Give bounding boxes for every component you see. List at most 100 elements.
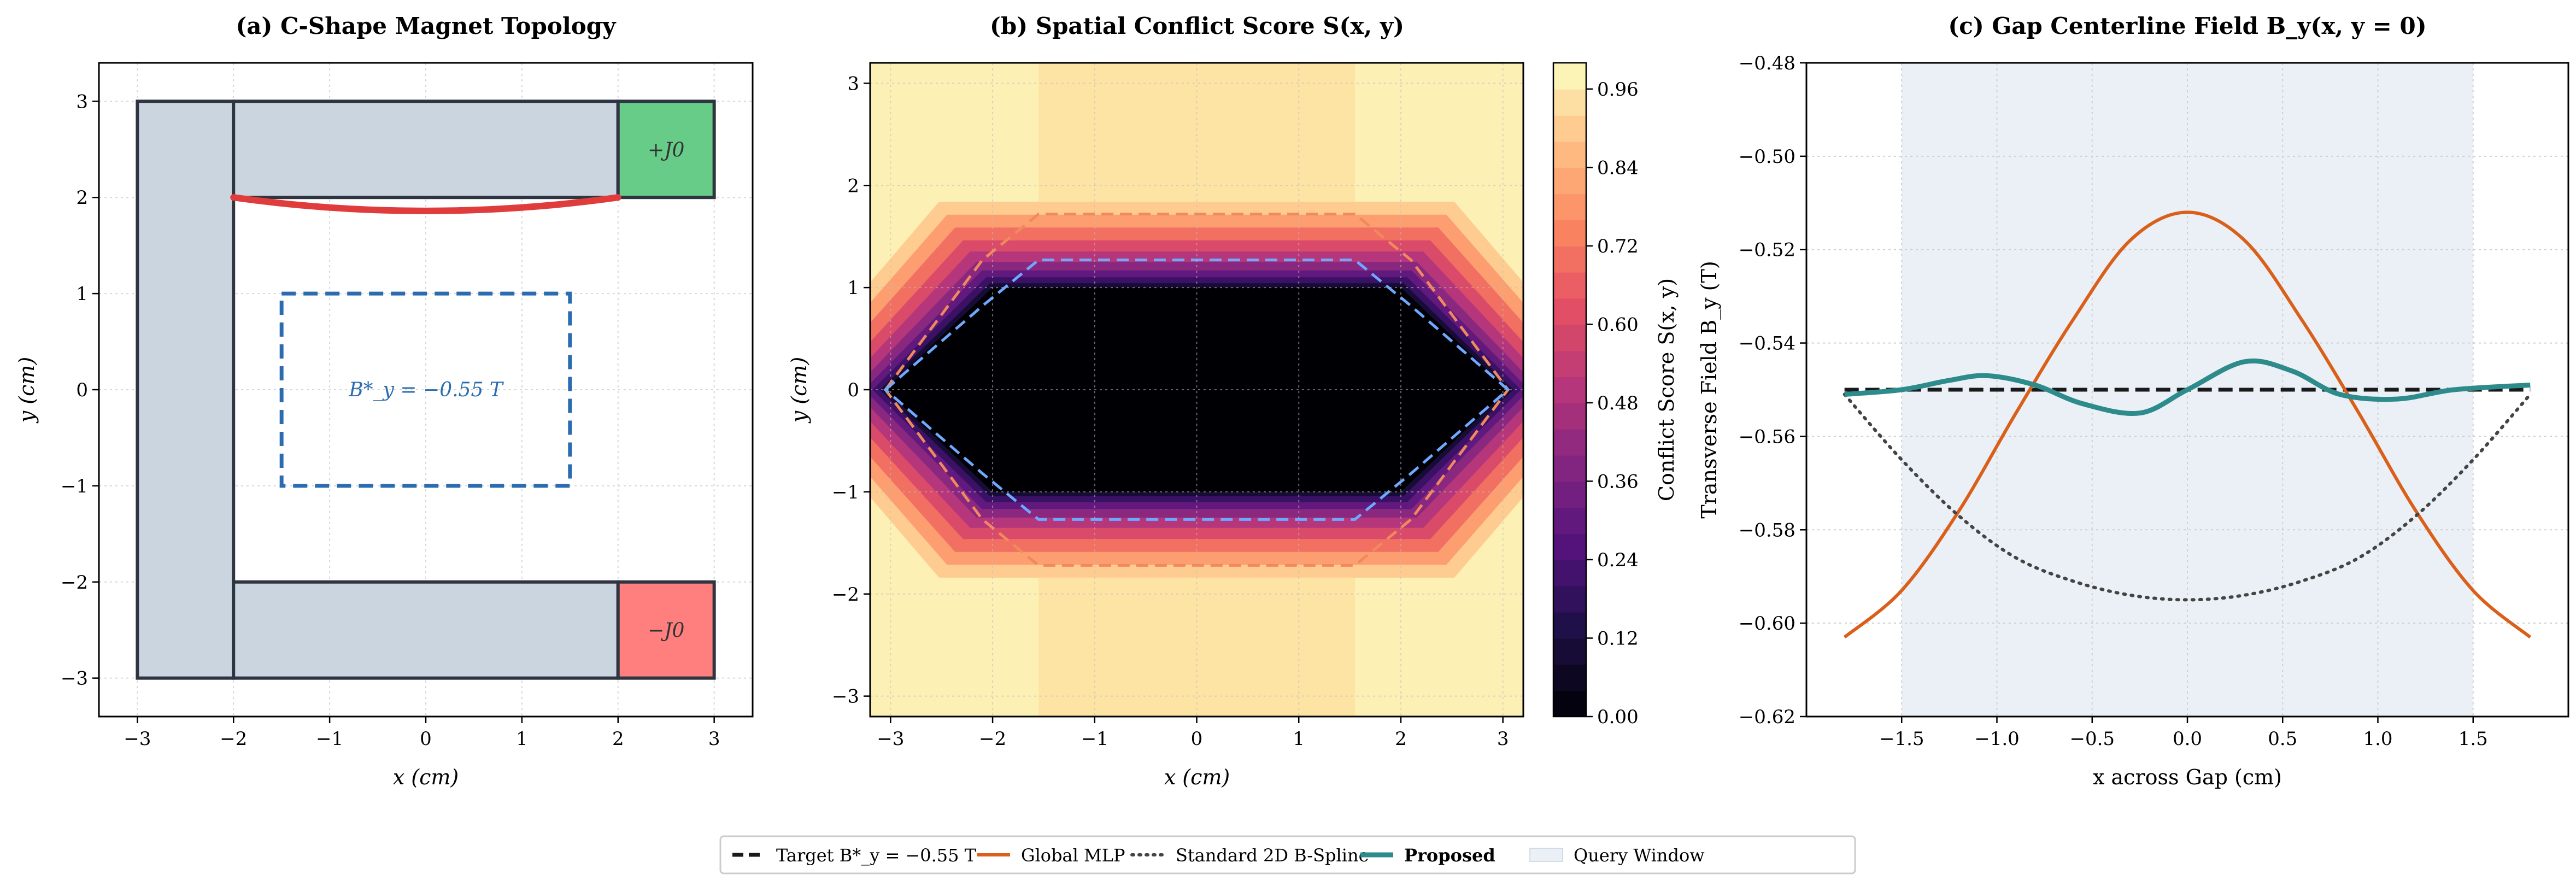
x-tick-label: 1 bbox=[516, 728, 528, 750]
y-tick-label: 0 bbox=[76, 379, 88, 401]
legend-label: Standard 2D B-Spline bbox=[1176, 845, 1369, 866]
colorbar-tick-label: 0.48 bbox=[1597, 392, 1639, 414]
y-tick-label: 2 bbox=[76, 187, 88, 209]
panel-a-title: (a) C-Shape Magnet Topology bbox=[236, 13, 617, 39]
heatmap-core bbox=[901, 300, 1492, 479]
colorbar-segment bbox=[1553, 63, 1586, 90]
x-tick-label: 1 bbox=[1293, 728, 1305, 750]
panel-b-colorbar: 0.00 0.12 0.24 0.36 0.48 0.60 0.72 0.84 0.96 bbox=[1552, 62, 1639, 728]
x-tick-label: 2 bbox=[1395, 728, 1407, 750]
iron-yoke-spine bbox=[136, 99, 236, 680]
x-tick-label: 2 bbox=[612, 728, 624, 750]
y-tick-label: 3 bbox=[76, 91, 88, 113]
colorbar-segment bbox=[1553, 559, 1586, 586]
y-tick-label: −1 bbox=[61, 476, 88, 497]
panel-a-plot-area: +J0 −J0 B*_y = −0.55 T bbox=[136, 99, 716, 680]
coil-label: −J0 bbox=[648, 620, 685, 642]
colorbar-segment bbox=[1553, 220, 1586, 247]
colorbar-segment bbox=[1553, 350, 1586, 378]
panel-a-xlabel: x (cm) bbox=[393, 765, 459, 789]
series-line-2 bbox=[1842, 392, 2532, 602]
panel-c-ticks: −1.5 −1.0 −0.5 0.0 0.5 1.0 1.5 −0.62 −0.60 −0.58 −… bbox=[1739, 52, 2488, 750]
legend-label: Global MLP bbox=[1021, 845, 1125, 866]
colorbar-segment bbox=[1553, 377, 1586, 403]
coil-negative bbox=[616, 580, 716, 680]
colorbar-frame bbox=[1552, 62, 1587, 718]
x-tick-label: −3 bbox=[124, 728, 151, 750]
colorbar-tick-label: 0.60 bbox=[1597, 314, 1639, 336]
x-tick-label: 1.0 bbox=[2363, 728, 2392, 750]
colorbar-segment bbox=[1553, 324, 1586, 351]
x-tick-label: 0 bbox=[1191, 728, 1203, 750]
figure-legend: Target B*_y = −0.55 T Global MLP Standard … bbox=[719, 835, 1856, 875]
iron-lower-arm bbox=[232, 580, 620, 680]
x-tick-label: −1 bbox=[1081, 728, 1108, 750]
legend-swatch-patch bbox=[1529, 848, 1563, 862]
colorbar-tick-label: 0.96 bbox=[1597, 79, 1639, 101]
x-tick-label: −3 bbox=[877, 728, 904, 750]
colorbar-segment bbox=[1553, 481, 1586, 508]
x-tick-label: 3 bbox=[708, 728, 720, 750]
colorbar-segment bbox=[1553, 612, 1586, 639]
colorbar-tick-label: 0.72 bbox=[1597, 236, 1639, 257]
colorbar-segment bbox=[1553, 167, 1586, 195]
colorbar-segment bbox=[1553, 89, 1586, 116]
colorbar-segment bbox=[1553, 455, 1586, 482]
target-annotation: B*_y = −0.55 T bbox=[348, 379, 504, 401]
x-tick-label: −0.5 bbox=[2069, 728, 2115, 750]
y-tick-label: 3 bbox=[847, 73, 859, 95]
panel-c-title: (c) Gap Centerline Field B_y(x, y = 0) bbox=[1948, 13, 2426, 39]
series-line-1 bbox=[1843, 210, 2532, 639]
y-tick-label: −2 bbox=[61, 572, 88, 594]
colorbar-segment bbox=[1553, 272, 1586, 299]
colorbar-segment bbox=[1553, 507, 1586, 535]
colorbar-segment bbox=[1553, 245, 1586, 273]
x-tick-label: 0.5 bbox=[2268, 728, 2297, 750]
y-tick-label: −0.50 bbox=[1739, 146, 1795, 168]
panel-a-magnet-topology: (a) C-Shape Magnet Topology +J0 −J0 B*_y =… bbox=[15, 13, 754, 789]
y-tick-label: −0.56 bbox=[1739, 426, 1795, 448]
legend-label: Proposed bbox=[1404, 845, 1495, 866]
y-tick-label: −0.52 bbox=[1739, 239, 1795, 261]
x-tick-label: −1.5 bbox=[1879, 728, 1924, 750]
y-tick-label: −0.54 bbox=[1739, 333, 1795, 355]
colorbar-tick-label: 0.00 bbox=[1597, 706, 1639, 728]
y-tick-label: −0.62 bbox=[1739, 706, 1795, 728]
y-tick-label: 0 bbox=[847, 379, 859, 401]
pole-face-curve bbox=[230, 194, 621, 214]
panel-c-xlabel: x across Gap (cm) bbox=[2093, 765, 2282, 789]
x-tick-label: 0.0 bbox=[2173, 728, 2202, 750]
y-tick-label: −3 bbox=[832, 686, 859, 708]
iron-upper-arm bbox=[232, 99, 620, 199]
panel-a-ylabel: y (cm) bbox=[15, 357, 39, 424]
colorbar-segment bbox=[1553, 402, 1586, 430]
legend-label: Target B*_y = −0.55 T bbox=[776, 845, 977, 866]
y-tick-label: 1 bbox=[76, 283, 88, 305]
colorbar-segment bbox=[1553, 115, 1586, 142]
legend-frame bbox=[719, 835, 1856, 875]
panel-b-heatmap bbox=[870, 63, 1523, 717]
panel-b-ticks: −3 −2 −1 0 1 2 3 −3 −2 −1 0 1 2 3 bbox=[832, 73, 1509, 750]
coil-positive bbox=[616, 99, 716, 199]
target-window bbox=[279, 291, 572, 488]
x-tick-label: 0 bbox=[420, 728, 432, 750]
y-tick-label: −3 bbox=[61, 668, 88, 690]
colorbar-label: Conflict Score S(x, y) bbox=[1654, 278, 1679, 501]
y-tick-label: −2 bbox=[832, 584, 859, 606]
colorbar-segment bbox=[1553, 533, 1586, 560]
colorbar-segment bbox=[1553, 429, 1586, 456]
y-tick-label: −0.58 bbox=[1739, 519, 1795, 541]
colorbar-segment bbox=[1553, 298, 1586, 325]
colorbar-tick-label: 0.12 bbox=[1597, 627, 1639, 649]
colorbar-tick-label: 0.84 bbox=[1597, 157, 1639, 179]
colorbar-segment bbox=[1553, 193, 1586, 221]
x-tick-label: −2 bbox=[220, 728, 247, 750]
panel-c-ylabel: Transverse Field B_y (T) bbox=[1697, 261, 1722, 518]
panel-b-title: (b) Spatial Conflict Score S(x, y) bbox=[990, 13, 1404, 39]
series-line-3 bbox=[1844, 358, 2531, 416]
x-tick-label: −1 bbox=[316, 728, 343, 750]
x-tick-label: −1.0 bbox=[1974, 728, 2020, 750]
colorbar-tick-label: 0.36 bbox=[1597, 471, 1639, 492]
y-tick-label: −0.48 bbox=[1739, 52, 1795, 74]
